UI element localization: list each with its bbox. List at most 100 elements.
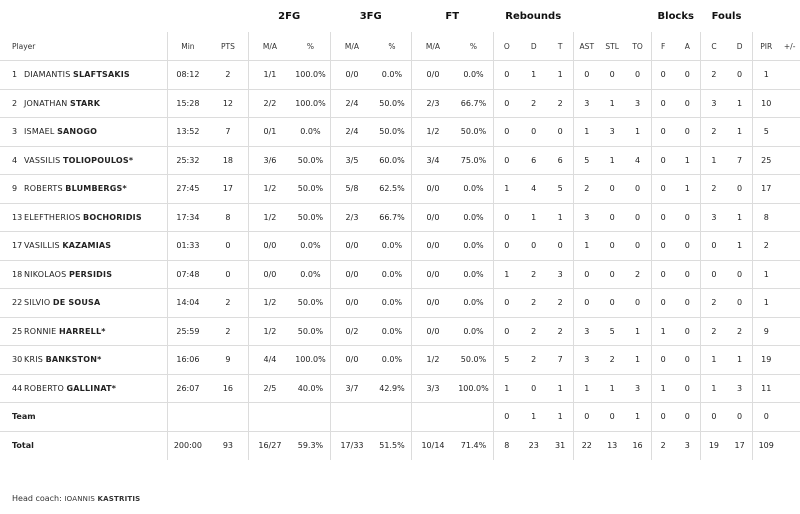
cell-fouls-d: 0	[727, 60, 754, 90]
cell-fouls-c: 2	[700, 60, 728, 90]
cell-fouls-c: 2	[700, 174, 728, 204]
cell-fouls-c: 2	[700, 117, 728, 147]
cell-fouls-c: 2	[700, 288, 728, 318]
col-blk-f: F	[661, 41, 666, 51]
cell-stl: 1	[599, 146, 625, 175]
cell-2fg-pct: 100.0%	[291, 345, 331, 375]
cell-stl: 0	[599, 402, 625, 432]
cell-ast: 1	[573, 117, 600, 147]
cell-blk-f: 1	[651, 374, 675, 403]
cell-min: 26:07	[167, 374, 209, 403]
cell-3fg-pct: 50.0%	[373, 117, 412, 147]
cell-blk-f: 0	[651, 174, 675, 204]
player-cell: 25 RONNIE HARRELL*	[0, 317, 168, 346]
cell-2fg-ma: 1/2	[248, 174, 292, 204]
cell-pir: 9	[752, 317, 780, 346]
cell-min: 14:04	[167, 288, 209, 318]
cell-plus-minus	[779, 146, 800, 175]
player-number: 44	[12, 383, 23, 393]
cell-reb-t: 1	[547, 374, 574, 403]
cell-pts: 12	[208, 89, 249, 118]
cell-min: 13:52	[167, 117, 209, 147]
player-first-name: ELEFTHERIOS	[24, 212, 81, 222]
group-blocks: Blocks	[657, 10, 694, 22]
cell-ast: 3	[573, 89, 600, 118]
player-number: 18	[12, 269, 23, 279]
cell-ft-ma: 1/2	[411, 117, 455, 147]
cell-reb-t: 31	[547, 431, 574, 460]
cell-ft-pct: 0.0%	[454, 203, 494, 232]
cell-2fg-pct: 0.0%	[291, 260, 331, 289]
cell-3fg-pct: 42.9%	[373, 374, 412, 403]
cell-stl: 3	[599, 117, 625, 147]
cell-2fg-pct: 100.0%	[291, 89, 331, 118]
cell-2fg-pct: 50.0%	[291, 288, 331, 318]
player-last-name: BOCHORIDIS	[83, 212, 142, 222]
head-coach: Head coach: IOANNIS KASTRITIS	[12, 494, 140, 503]
cell-fouls-d: 0	[727, 402, 754, 432]
cell-pts: 0	[208, 260, 249, 289]
cell-blk-f: 0	[651, 117, 675, 147]
cell-ft-pct: 50.0%	[454, 345, 494, 375]
cell-reb-o: 1	[493, 260, 520, 289]
cell-ft-ma: 0/0	[411, 260, 455, 289]
cell-plus-minus	[779, 431, 800, 460]
cell-blk-f: 1	[651, 317, 675, 346]
cell-stl: 0	[599, 60, 625, 90]
cell-2fg-ma: 4/4	[248, 345, 292, 375]
player-last-name: SLAFTSAKIS	[73, 70, 130, 80]
cell-ast: 3	[573, 317, 600, 346]
cell-2fg-pct: 100.0%	[291, 60, 331, 90]
cell-2fg-ma: 1/2	[248, 317, 292, 346]
cell-pir: 1	[752, 260, 780, 289]
cell-2fg-pct: 50.0%	[291, 146, 331, 175]
cell-reb-o: 0	[493, 203, 520, 232]
table-row: 44 ROBERTO GALLINAT* 26:07 16 2/5 40.0% 3/7 42.…	[0, 374, 800, 403]
cell-fouls-d: 7	[727, 146, 754, 175]
cell-pir: 8	[752, 203, 780, 232]
table-row: 17 VASILLIS KAZAMIAS 01:33 0 0/0 0.0% 0/0 0.0% 0…	[0, 231, 800, 261]
cell-ft-pct: 100.0%	[454, 374, 494, 403]
cell-ft-ma: 0/0	[411, 231, 455, 261]
player-last-name: PERSIDIS	[68, 269, 113, 279]
cell-reb-d: 2	[519, 317, 548, 346]
cell-plus-minus	[779, 402, 800, 432]
cell-reb-o: 0	[493, 402, 520, 432]
cell-3fg-ma: 0/0	[330, 288, 374, 318]
player-first-name: VASILLIS	[24, 241, 60, 251]
cell-2fg-ma: 3/6	[248, 146, 292, 175]
cell-3fg-pct: 60.0%	[373, 146, 412, 175]
cell-ast: 0	[573, 402, 600, 432]
cell-3fg-pct: 62.5%	[373, 174, 412, 204]
cell-fouls-c: 1	[700, 345, 728, 375]
cell-ft-pct: 75.0%	[454, 146, 494, 175]
cell-pir: 2	[752, 231, 780, 261]
cell-ast: 22	[581, 441, 592, 450]
cell-fouls-d: 1	[727, 231, 754, 261]
cell-ast: 1	[573, 231, 600, 261]
cell-fouls-c: 19	[708, 441, 720, 450]
cell-2fg-pct: 50.0%	[291, 317, 331, 346]
cell-reb-o: 0	[493, 288, 520, 318]
cell-stl: 1	[599, 89, 625, 118]
cell-fouls-d: 2	[727, 317, 754, 346]
cell-to: 1	[624, 317, 652, 346]
cell-reb-d: 0	[519, 117, 548, 147]
cell-min: 17:34	[167, 203, 209, 232]
cell-fouls-d: 0	[727, 288, 754, 318]
cell-pts: 2	[208, 288, 249, 318]
cell-ft-pct: 71.4%	[454, 431, 494, 460]
col-min: Min	[181, 41, 195, 51]
group-2fg: 2FG	[278, 10, 301, 22]
cell-ft-ma: 2/3	[411, 89, 455, 118]
cell-blk-a: 0	[674, 345, 701, 375]
cell-2fg-pct: 50.0%	[291, 174, 331, 204]
player-last-name: SANOGO	[57, 127, 98, 137]
group-3fg: 3FG	[359, 10, 382, 22]
cell-stl: 13	[607, 441, 618, 450]
player-first-name: ISMAEL	[24, 127, 55, 137]
table-row: 18 NIKOLAOS PERSIDIS 07:48 0 0/0 0.0% 0/0 0.0% 0…	[0, 260, 800, 289]
table-row: 22 SILVIO DE SOUSA 14:04 2 1/2 50.0% 0/0 0.0% 0/…	[0, 288, 800, 318]
cell-2fg-ma: 0/0	[248, 260, 292, 289]
